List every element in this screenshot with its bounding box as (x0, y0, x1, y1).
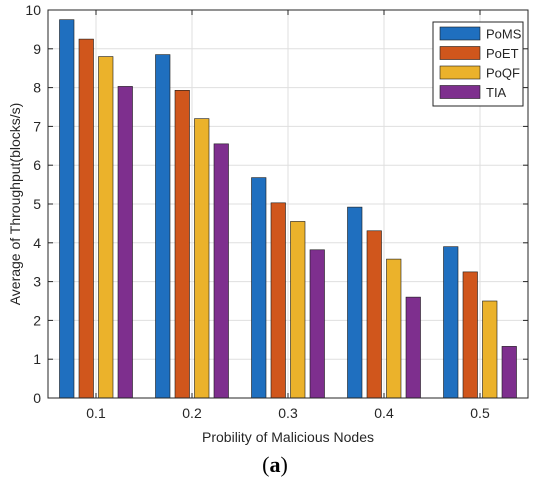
x-axis-label: Probility of Malicious Nodes (202, 429, 374, 445)
panel-label-open: ( (262, 452, 270, 477)
bar-poms-0.3 (251, 177, 267, 399)
bar-poqf-0.5 (482, 300, 498, 399)
legend-label-tia: TIA (486, 85, 507, 100)
bar-poqf-0.2 (194, 118, 210, 399)
panel-label: (a) (0, 452, 550, 478)
legend-label-poms: PoMS (486, 27, 522, 42)
x-tick-label: 0.2 (182, 405, 202, 421)
panel-label-letter: a (269, 452, 281, 477)
axis-ticks: 0 1 2 3 4 5 6 7 8 9 10 0.1 0.2 0.3 0.4 0.5 (25, 2, 528, 421)
bar-tia-0.2 (213, 143, 229, 399)
x-tick-label: 0.3 (278, 405, 298, 421)
legend-swatch-tia (439, 85, 481, 99)
bar-poqf-0.4 (386, 258, 402, 399)
y-tick-label: 2 (33, 312, 41, 328)
y-tick-label: 9 (33, 41, 41, 57)
x-tick-label: 0.5 (470, 405, 490, 421)
y-tick-label: 5 (33, 196, 41, 212)
y-tick-label: 3 (33, 274, 41, 290)
x-tick-label: 0.1 (86, 405, 106, 421)
y-tick-label: 7 (33, 118, 41, 134)
bar-poms-0.2 (155, 54, 171, 399)
bar-tia-0.5 (501, 346, 517, 399)
y-tick-label: 4 (33, 235, 41, 251)
panel-label-close: ) (280, 452, 288, 477)
bar-poms-0.4 (347, 206, 363, 399)
y-tick-label: 1 (33, 351, 41, 367)
bar-poqf-0.1 (98, 56, 114, 399)
bar-poqf-0.3 (290, 221, 306, 399)
y-axis-label: Average of Throughput(blocks/s) (7, 103, 23, 306)
y-tick-label: 0 (33, 390, 41, 406)
legend-swatch-poqf (439, 65, 481, 80)
legend-swatch-poms (439, 26, 481, 41)
bar-poet-0.1 (78, 38, 94, 399)
legend-swatch-poet (439, 46, 481, 60)
bar-poms-0.1 (59, 19, 75, 399)
y-tick-label: 6 (33, 157, 41, 173)
y-tick-label: 10 (25, 2, 41, 18)
bar-poet-0.4 (366, 230, 382, 399)
bar-tia-0.4 (405, 296, 421, 399)
legend-label-poqf: PoQF (486, 66, 520, 81)
legend-label-poet: PoET (486, 46, 519, 61)
y-tick-label: 8 (33, 80, 41, 96)
legend: PoMS PoET PoQF TIA (432, 21, 524, 107)
bar-tia-0.3 (309, 249, 325, 399)
bar-poet-0.3 (270, 202, 286, 399)
bar-poet-0.5 (462, 271, 478, 399)
bar-tia-0.1 (117, 86, 133, 399)
bar-poet-0.2 (174, 90, 190, 399)
x-tick-label: 0.4 (374, 405, 394, 421)
bar-poms-0.5 (443, 246, 459, 399)
